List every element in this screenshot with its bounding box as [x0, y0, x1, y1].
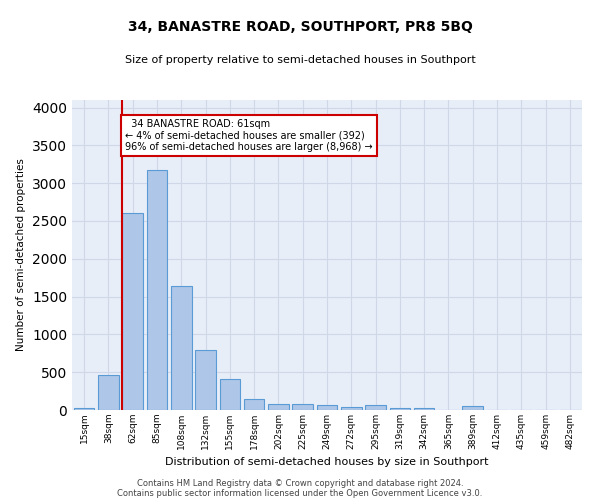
Text: Contains HM Land Registry data © Crown copyright and database right 2024.: Contains HM Land Registry data © Crown c… [137, 478, 463, 488]
Bar [220, 379, 240, 410]
Bar [389, 408, 410, 410]
Y-axis label: Number of semi-detached properties: Number of semi-detached properties [16, 158, 26, 352]
Bar [146, 170, 167, 410]
Bar [268, 404, 289, 410]
X-axis label: Distribution of semi-detached houses by size in Southport: Distribution of semi-detached houses by … [165, 458, 489, 468]
Bar [463, 406, 483, 410]
Bar [195, 350, 216, 410]
Bar [365, 406, 386, 410]
Bar [292, 404, 313, 410]
Bar [317, 404, 337, 410]
Bar [244, 398, 265, 410]
Bar [414, 408, 434, 410]
Bar [171, 286, 191, 410]
Bar [74, 408, 94, 410]
Bar [122, 214, 143, 410]
Bar [341, 408, 362, 410]
Text: 34, BANASTRE ROAD, SOUTHPORT, PR8 5BQ: 34, BANASTRE ROAD, SOUTHPORT, PR8 5BQ [128, 20, 472, 34]
Text: Contains public sector information licensed under the Open Government Licence v3: Contains public sector information licen… [118, 488, 482, 498]
Bar [98, 375, 119, 410]
Text: 34 BANASTRE ROAD: 61sqm
← 4% of semi-detached houses are smaller (392)
96% of se: 34 BANASTRE ROAD: 61sqm ← 4% of semi-det… [125, 119, 373, 152]
Text: Size of property relative to semi-detached houses in Southport: Size of property relative to semi-detach… [125, 55, 475, 65]
